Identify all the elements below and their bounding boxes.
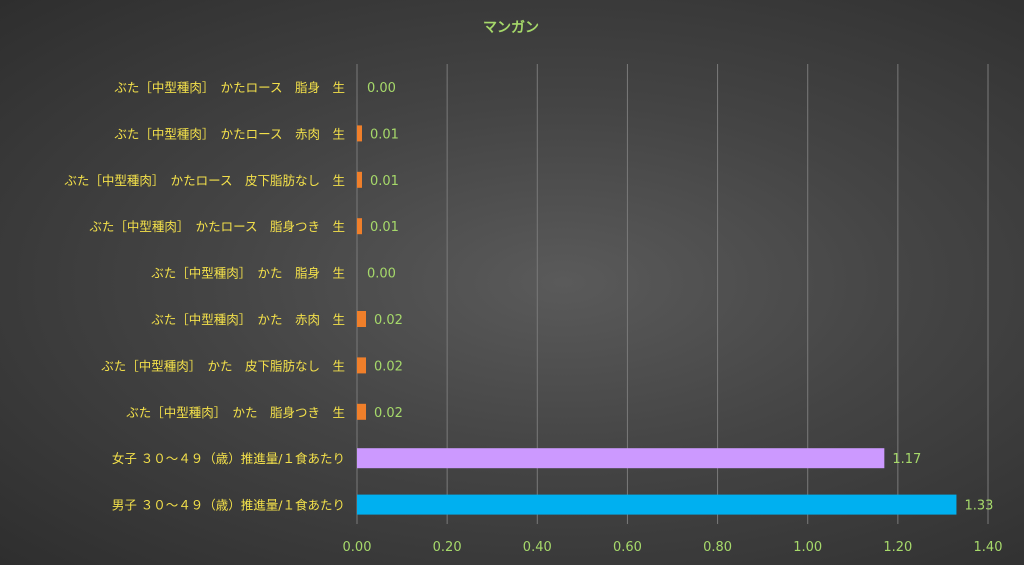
data-label: 0.02 xyxy=(374,406,403,421)
data-label: 0.00 xyxy=(367,267,396,282)
category-label: ぶた［中型種肉］ かたロース 脂身 生 xyxy=(114,80,345,95)
x-tick-label: 0.80 xyxy=(703,540,732,555)
x-tick-label: 0.00 xyxy=(343,540,372,555)
x-tick-label: 1.20 xyxy=(883,540,912,555)
category-label: ぶた［中型種肉］ かた 赤肉 生 xyxy=(151,312,345,327)
category-label: ぶた［中型種肉］ かた 皮下脂肪なし 生 xyxy=(101,358,345,373)
bar xyxy=(357,403,367,420)
x-tick-label: 0.20 xyxy=(433,540,462,555)
bar xyxy=(357,171,362,188)
data-label: 0.02 xyxy=(374,313,403,328)
data-label: 0.00 xyxy=(367,81,396,96)
bar xyxy=(357,218,362,235)
category-label: ぶた［中型種肉］ かたロース 皮下脂肪なし 生 xyxy=(64,173,345,188)
x-tick-label: 1.40 xyxy=(974,540,1003,555)
bar xyxy=(357,448,885,469)
bar xyxy=(357,125,362,142)
data-label: 0.01 xyxy=(370,220,399,235)
data-label: 0.02 xyxy=(374,359,403,374)
x-tick-labels: 0.00 0.20 0.40 0.60 0.80 1.00 1.20 1.40 xyxy=(343,540,1003,555)
category-label: ぶた［中型種肉］ かたロース 脂身つき 生 xyxy=(89,219,345,234)
bars: 0.00 0.01 0.01 0.01 0.00 0.02 0.02 0.02 1.17 1.33 xyxy=(357,81,993,515)
category-label: ぶた［中型種肉］ かた 脂身 生 xyxy=(151,266,345,281)
x-tick-label: 1.00 xyxy=(793,540,822,555)
data-label: 0.01 xyxy=(370,127,399,142)
data-label: 1.33 xyxy=(964,499,993,514)
chart-title: マンガン xyxy=(483,20,539,36)
category-label: ぶた［中型種肉］ かた 脂身つき 生 xyxy=(126,405,345,420)
x-tick-label: 0.60 xyxy=(613,540,642,555)
bar xyxy=(357,311,367,327)
category-labels: ぶた［中型種肉］ かたロース 脂身 生ぶた［中型種肉］ かたロース 赤肉 生ぶた… xyxy=(64,80,345,513)
grid-lines xyxy=(356,64,989,524)
data-label: 0.01 xyxy=(370,174,399,189)
x-tick-label: 0.40 xyxy=(523,540,552,555)
category-label: 男子 ３０～４９（歳）推進量/１食あたり xyxy=(112,498,345,513)
category-label: ぶた［中型種肉］ かたロース 赤肉 生 xyxy=(114,126,345,141)
bar xyxy=(357,357,367,374)
bar xyxy=(357,494,957,515)
data-label: 1.17 xyxy=(892,452,921,467)
category-label: 女子 ３０～４９（歳）推進量/１食あたり xyxy=(112,451,345,466)
